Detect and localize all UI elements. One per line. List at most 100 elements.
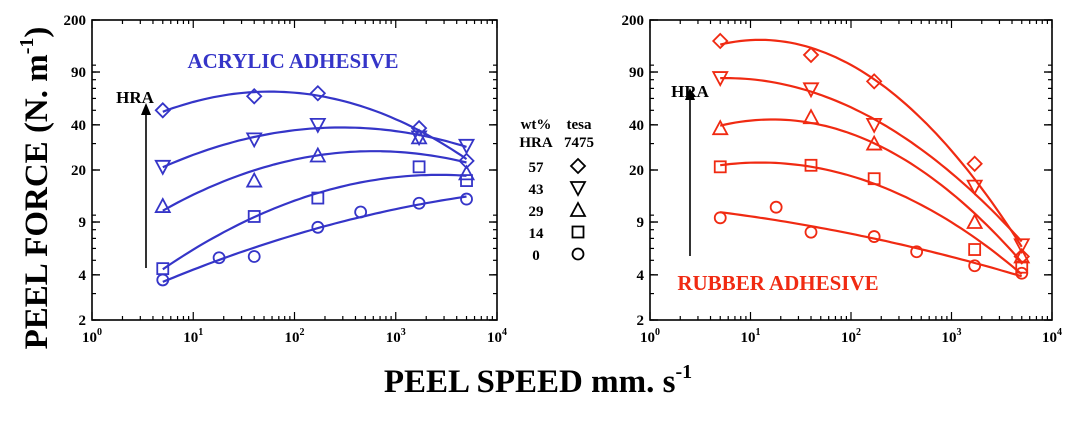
data-point-0 xyxy=(156,273,170,287)
x-tick-label: 103 xyxy=(942,327,962,346)
x-tick-label-exp: 1 xyxy=(756,327,761,338)
y-tick-label: 2 xyxy=(79,313,87,329)
data-point-43 xyxy=(309,117,327,134)
data-point-43 xyxy=(458,138,476,155)
data-point-0 xyxy=(769,200,783,214)
data-point-29 xyxy=(711,119,729,136)
legend-label: 29 xyxy=(529,204,544,220)
data-point-0 xyxy=(460,192,473,206)
x-tick-label-exp: 3 xyxy=(957,327,962,338)
data-point-0 xyxy=(713,211,727,225)
data-point-0 xyxy=(910,245,924,259)
x-axis-title-sup: -1 xyxy=(675,361,692,383)
y-tick-label: 90 xyxy=(629,65,644,81)
data-point-14 xyxy=(247,210,261,223)
data-point-29 xyxy=(309,146,327,163)
legend-label: 57 xyxy=(529,160,545,176)
x-tick-label-exp: 0 xyxy=(655,327,660,338)
y-tick-label: 200 xyxy=(622,13,645,29)
data-point-57 xyxy=(711,32,729,50)
data-point-57 xyxy=(309,84,327,102)
y-tick-label: 9 xyxy=(79,215,87,231)
data-point-57 xyxy=(154,102,172,119)
y-tick-label: 4 xyxy=(637,268,645,284)
x-tick-label: 101 xyxy=(741,327,761,346)
hra-arrow-head xyxy=(685,88,695,100)
data-point-43 xyxy=(245,132,263,149)
legend-marker-14 xyxy=(571,225,585,239)
x-tick-label-base: 10 xyxy=(285,330,300,346)
data-point-57 xyxy=(865,73,883,90)
legend-header-wt: wt% xyxy=(521,117,552,133)
data-point-29 xyxy=(458,164,476,181)
y-axis-title-end: ) xyxy=(19,27,55,38)
data-point-43 xyxy=(154,159,172,176)
x-tick-label-base: 10 xyxy=(942,330,957,346)
x-tick-label-exp: 4 xyxy=(1057,327,1062,338)
x-tick-label-exp: 3 xyxy=(401,327,406,338)
data-point-14 xyxy=(968,243,982,256)
data-point-14 xyxy=(311,191,325,205)
x-tick-label: 104 xyxy=(1042,327,1062,346)
x-axis-title-main: PEEL SPEED mm. s xyxy=(384,364,676,400)
x-axis-title: PEEL SPEED mm. s-1 xyxy=(384,361,692,400)
legend-label: 0 xyxy=(532,248,540,264)
x-tick-label-exp: 1 xyxy=(198,327,203,338)
x-tick-label-base: 10 xyxy=(183,330,198,346)
data-point-14 xyxy=(1015,260,1029,274)
legend-header-tesa: tesa xyxy=(567,117,592,133)
data-point-29 xyxy=(865,134,883,151)
legend-marker-43 xyxy=(569,181,587,197)
y-tick-label: 20 xyxy=(629,163,644,179)
y-tick-label: 9 xyxy=(637,215,645,231)
x-tick-label-base: 10 xyxy=(487,330,502,346)
data-point-29 xyxy=(410,128,428,145)
y-tick-label: 40 xyxy=(71,118,86,134)
x-tick-label-base: 10 xyxy=(841,330,856,346)
y-axis-title: PEEL FORCE (N. m-1) xyxy=(16,27,55,350)
data-point-14 xyxy=(460,174,473,187)
legend-subheader-7475: 7475 xyxy=(564,135,594,151)
y-tick-label: 40 xyxy=(629,118,644,134)
y-axis-title-main: PEEL FORCE (N. m xyxy=(19,54,55,349)
trend-line-0 xyxy=(162,195,467,283)
data-point-0 xyxy=(311,220,325,234)
data-point-43 xyxy=(802,82,820,99)
x-tick-label-base: 10 xyxy=(741,330,756,346)
legend-label: 43 xyxy=(529,182,544,198)
y-tick-label: 4 xyxy=(79,268,87,284)
legend: wt% tesa HRA 7475 57 43 29 14 0 xyxy=(519,117,594,264)
data-point-0 xyxy=(412,196,426,210)
x-tick-label-exp: 2 xyxy=(300,327,305,338)
trend-line-57 xyxy=(162,90,468,161)
data-point-14 xyxy=(713,160,727,174)
y-tick-label: 90 xyxy=(71,65,86,81)
panel-title: ACRYLIC ADHESIVE xyxy=(187,49,398,73)
y-tick-label: 200 xyxy=(64,13,87,29)
trend-line-43 xyxy=(720,77,1023,243)
data-point-29 xyxy=(245,171,263,188)
hra-arrow-label: HRA xyxy=(116,88,155,107)
legend-subheader-hra: HRA xyxy=(519,135,553,151)
data-point-0 xyxy=(968,259,982,273)
x-tick-label: 102 xyxy=(285,327,305,346)
data-point-0 xyxy=(804,225,818,239)
data-point-43 xyxy=(966,179,984,196)
x-tick-label: 100 xyxy=(82,327,102,346)
data-point-14 xyxy=(867,172,881,186)
data-point-43 xyxy=(711,71,729,87)
data-point-0 xyxy=(247,250,261,263)
data-point-14 xyxy=(804,158,818,172)
data-point-57 xyxy=(966,155,983,173)
hra-arrow-head xyxy=(141,103,151,115)
x-tick-label-base: 10 xyxy=(386,330,401,346)
x-tick-label-exp: 0 xyxy=(97,327,102,338)
x-tick-label-base: 10 xyxy=(640,330,655,346)
y-axis-title-sup: -1 xyxy=(16,38,38,55)
panel-title: RUBBER ADHESIVE xyxy=(677,271,878,295)
data-point-29 xyxy=(966,213,984,229)
legend-marker-29 xyxy=(569,201,587,217)
